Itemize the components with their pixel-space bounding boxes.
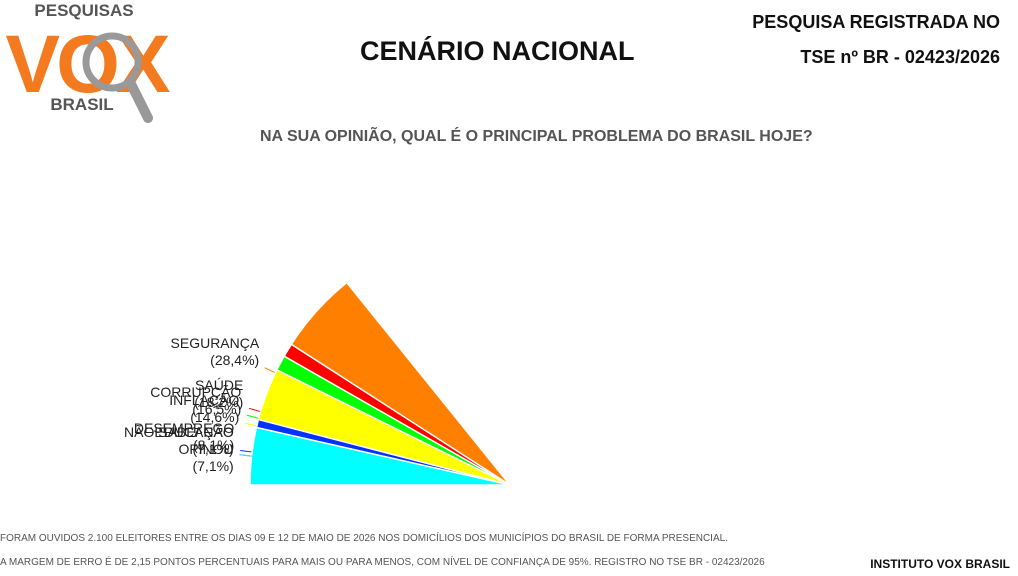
value-label: (28,4%)	[210, 352, 260, 369]
value-label: (18,2%)	[194, 393, 244, 410]
value-label: (7,1%)	[192, 458, 234, 475]
logo-handle	[125, 77, 153, 123]
category-label: INFLAÇÃO	[169, 391, 240, 408]
value-label: (7,1%)	[192, 441, 234, 458]
value-label: (8,1%)	[193, 436, 235, 453]
slice-label: SEGURANÇA (28,4%)	[129, 335, 260, 369]
category-label: SAÚDE	[195, 376, 244, 393]
logo: PESQUISAS VOX BRASIL	[5, 1, 174, 123]
registration-line: PESQUISA REGISTRADA NO	[752, 12, 1000, 32]
category-label: DESEMPREGO	[133, 419, 235, 436]
slice-label: EDUCAÇÃO (7,1%)	[104, 424, 234, 458]
slice-label: SAÚDE (18,2%)	[113, 377, 243, 411]
logo-top: PESQUISAS	[34, 1, 133, 20]
value-label: (14,6%)	[190, 408, 240, 425]
footnote: FORAM OUVIDOS 2.100 ELEITORES ENTRE OS D…	[0, 533, 728, 544]
category-label: SEGURANÇA	[170, 335, 260, 352]
leader-line	[239, 454, 256, 458]
category-label: NÃO SABE/ NÃO OPINOU	[124, 424, 234, 458]
value-label: (16,5%)	[192, 400, 242, 417]
chart-title: CENÁRIO NACIONAL	[360, 36, 635, 66]
category-label: CORRUPÇÃO	[150, 383, 242, 400]
registration-line: TSE nº BR - 02423/2026	[800, 47, 1000, 67]
logo-bottom: BRASIL	[50, 95, 113, 114]
logo-main: VOX	[5, 19, 169, 110]
category-label: EDUCAÇÃO	[154, 424, 234, 441]
source: INSTITUTO VOX BRASIL	[870, 557, 1010, 571]
chart-subtitle: NA SUA OPINIÃO, QUAL É O PRINCIPAL PROBL…	[260, 128, 813, 145]
slice-label: DESEMPREGO (8,1%)	[104, 420, 234, 454]
slice-label: NÃO SABE/ NÃO OPINOU (7,1%)	[104, 424, 234, 475]
logo-lens	[82, 32, 142, 92]
slice-label: CORRUPÇÃO (16,5%)	[111, 384, 241, 418]
slice-label: INFLAÇÃO (14,6%)	[109, 392, 239, 426]
footnote: A MARGEM DE ERRO É DE 2,15 PONTOS PERCEN…	[0, 557, 765, 568]
